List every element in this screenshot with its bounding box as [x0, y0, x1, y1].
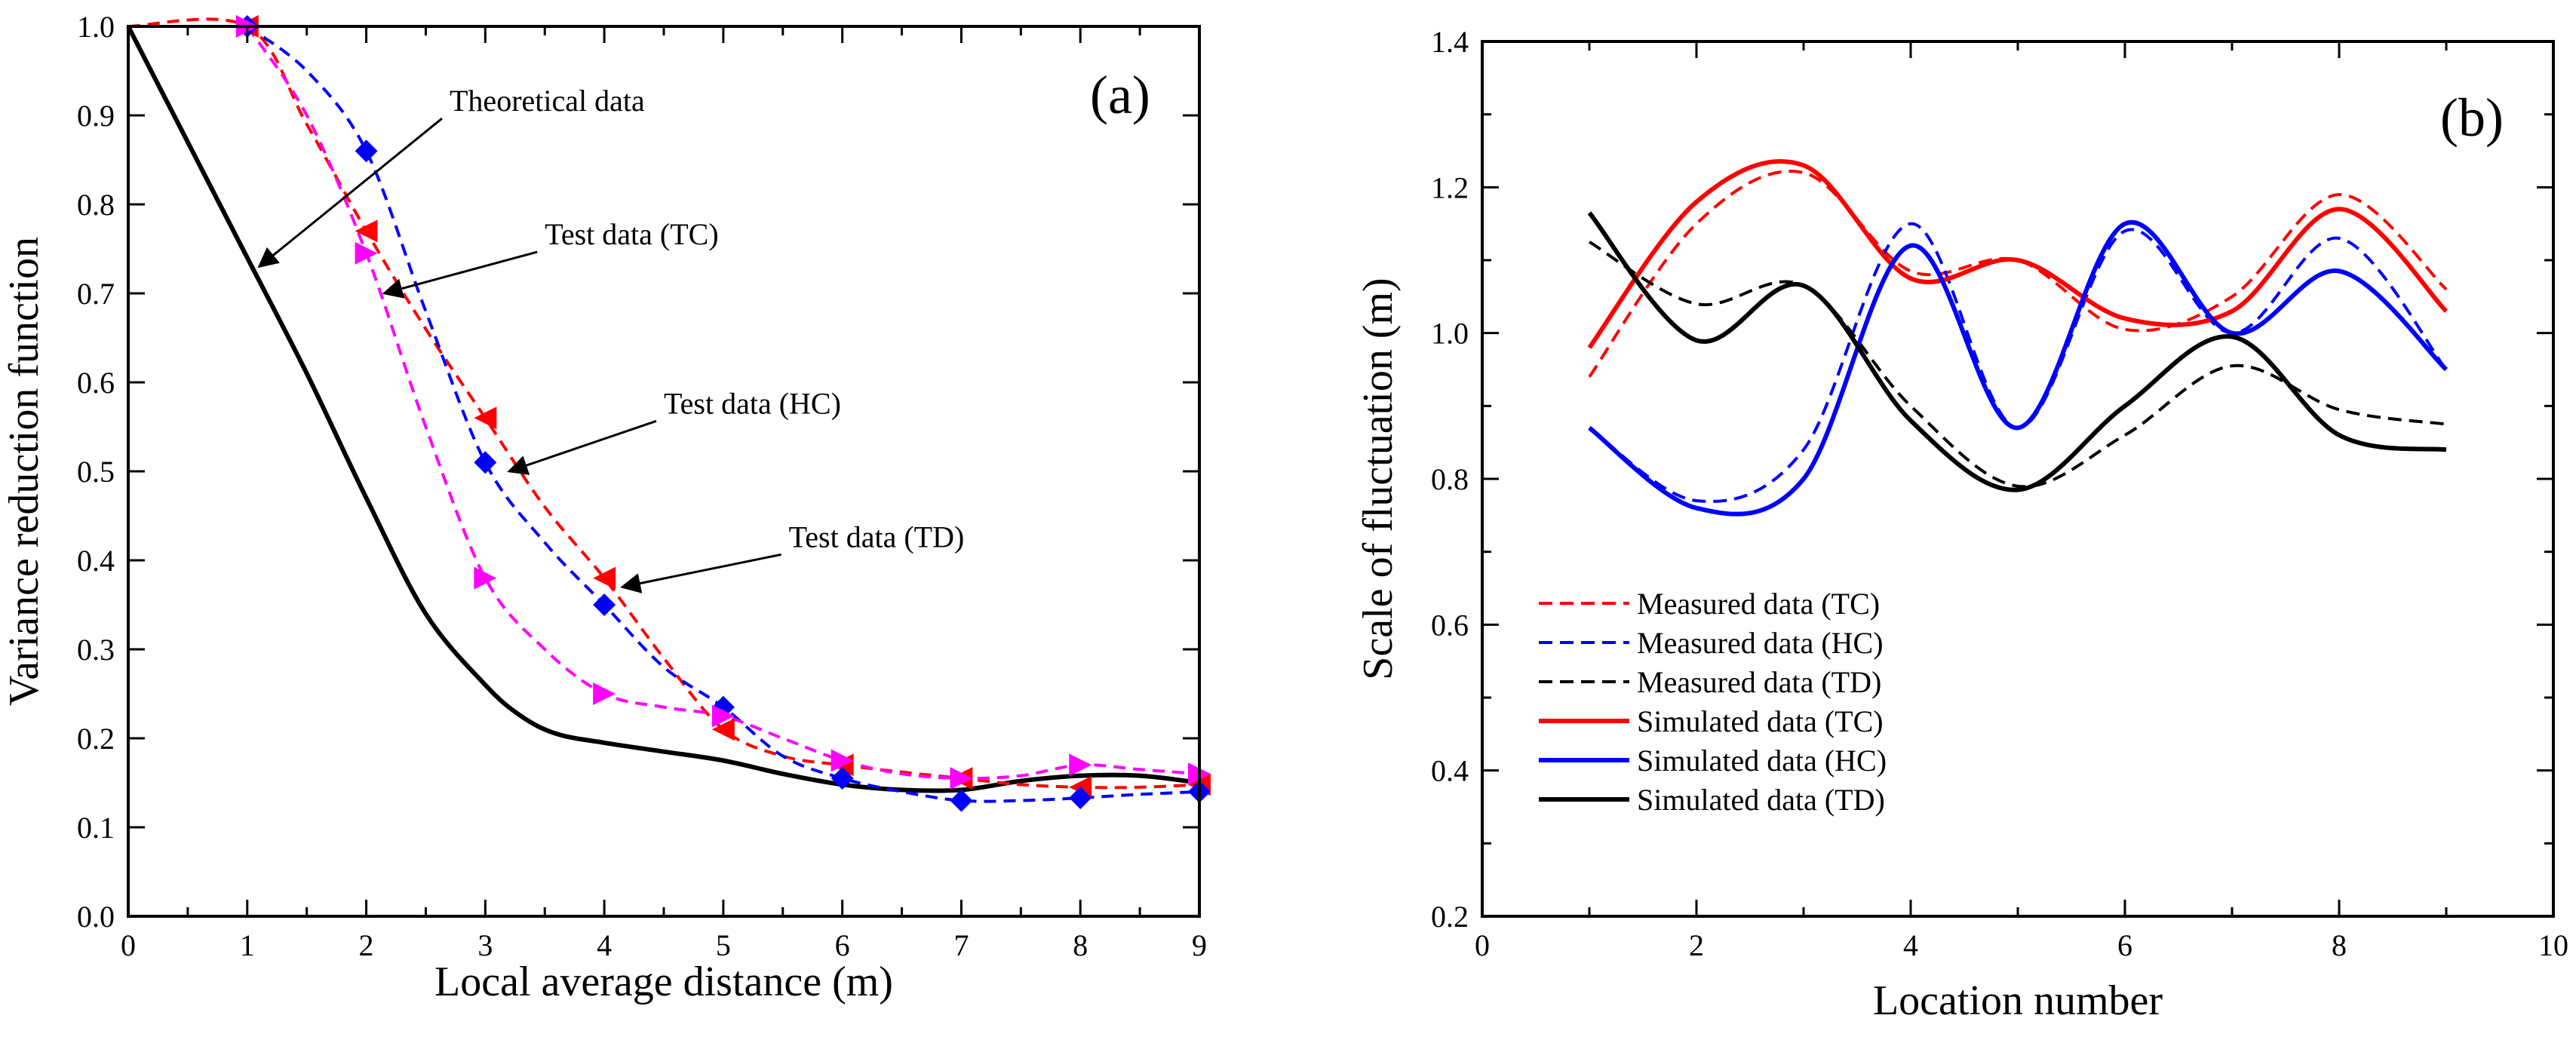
- panel-a-series-line-test-data-hc: [246, 25, 1200, 803]
- panel-b-series-line-simulated-data-tc: [1587, 158, 2449, 349]
- panel-a-axes: 0 1 2 3 4 5 6 7 8 9 0.0 0.1 0.2 0.3 0.4 0.5 0.6 0.7 0.8 0.9…: [77, 10, 1207, 962]
- panel-a-annotations-layer: Theoretical data Test data (TC) Test data …: [257, 84, 965, 594]
- panel-a-annotation-arrow: [507, 419, 657, 475]
- panel-a-marker-test-data-tc: [355, 219, 378, 243]
- panel-a-series-line-theoretical-data: [126, 25, 1200, 793]
- panel-a-marker-test-data-td: [831, 749, 854, 772]
- legend-label-simulated-data-td: Simulated data (TD): [1637, 783, 1885, 817]
- legend-label-simulated-data-hc: Simulated data (HC): [1637, 744, 1887, 778]
- panel-b-label: (b): [2440, 87, 2504, 148]
- panel-a-x-tick-label: 9: [1192, 928, 1207, 962]
- panel-a-series-line-test-data-tc: [127, 17, 1200, 790]
- panel-a-marker-test-data-hc: [593, 594, 616, 616]
- panel-a-y-tick-label: 0.1: [77, 811, 115, 845]
- panel-a-marker-test-data-td: [711, 704, 735, 728]
- legend-label-measured-data-hc: Measured data (HC): [1637, 626, 1884, 660]
- panel-a-annotation-arrow: [382, 250, 538, 299]
- panel-a-x-tick-label: 2: [359, 928, 374, 962]
- panel-a-marker-test-data-hc: [1069, 787, 1092, 810]
- panel-a-marker-test-data-td: [1069, 753, 1092, 777]
- panel-a-annotation-label: Test data (TD): [789, 520, 965, 554]
- panel-a-marker-test-data-tc: [711, 718, 735, 741]
- panel-a-y-tick-label: 0.6: [77, 366, 115, 400]
- panel-a-y-tick-label: 0.4: [77, 544, 115, 578]
- panel-a-y-tick-label: 1.0: [77, 10, 115, 44]
- panel-b-y-axis-label: Scale of fluctuation (m): [1355, 278, 1402, 679]
- panel-a-label: (a): [1090, 65, 1150, 125]
- panel-b-y-tick-label: 0.2: [1431, 900, 1469, 934]
- panel-a-x-axis-label: Local average distance (m): [434, 959, 893, 1005]
- panel-b-y-tick-label: 0.8: [1431, 462, 1469, 496]
- panel-b-x-tick-label: 4: [1903, 928, 1918, 962]
- panel-a-marker-test-data-td: [950, 767, 973, 790]
- panel-b-x-tick-label: 8: [2332, 928, 2347, 962]
- panel-a-annotation-arrow: [257, 117, 443, 268]
- panel-a: Theoretical data Test data (TC) Test data …: [1, 10, 1211, 1005]
- panel-a-y-tick-label: 0.7: [77, 277, 115, 311]
- panel-a-x-tick-label: 3: [477, 928, 493, 962]
- panel-a-marker-test-data-td: [593, 682, 616, 705]
- panel-a-marker-test-data-td: [474, 566, 497, 590]
- panel-b-x-axis-label: Location number: [1873, 977, 2163, 1024]
- panel-a-series-line-test-data-td: [246, 25, 1200, 781]
- panel-b-legend: Measured data (TC) Measured data (HC) Meas…: [1539, 587, 1887, 817]
- panel-b-y-tick-label: 0.4: [1431, 754, 1469, 788]
- panel-b-x-tick-label: 0: [1475, 928, 1490, 962]
- legend-label-measured-data-tc: Measured data (TC): [1637, 587, 1880, 621]
- panel-b-y-tick-label: 1.4: [1431, 25, 1469, 59]
- panel-a-x-tick-label: 8: [1073, 928, 1088, 962]
- panel-a-annotation-arrow: [620, 553, 781, 594]
- panel-a-marker-test-data-hc: [950, 789, 973, 812]
- panel-b-series-line-simulated-data-td: [1587, 211, 2447, 492]
- panel-a-annotation-label: Theoretical data: [450, 84, 645, 118]
- panel-b-x-tick-label: 6: [2117, 928, 2132, 962]
- panel-b-series-line-simulated-data-hc: [1588, 219, 2449, 517]
- panel-a-x-tick-label: 1: [240, 928, 255, 962]
- panel-b-series-layer: [1587, 158, 2449, 517]
- panel-a-annotation-label: Test data (TC): [545, 217, 718, 251]
- panel-a-x-tick-label: 0: [121, 928, 136, 962]
- panel-a-y-tick-label: 0.5: [77, 455, 115, 489]
- panel-b: 0 2 4 6 8 10 0.2 0.4 0.6 0.8 1.0 1.2 1.4 Measured da…: [1355, 25, 2568, 1024]
- legend-label-simulated-data-tc: Simulated data (TC): [1637, 704, 1884, 738]
- panel-a-y-tick-label: 0.2: [77, 722, 115, 756]
- panel-a-x-tick-label: 4: [597, 928, 612, 962]
- panel-a-marker-test-data-td: [355, 241, 378, 265]
- panel-b-axes: 0 2 4 6 8 10 0.2 0.4 0.6 0.8 1.0 1.2 1.4: [1431, 25, 2568, 962]
- panel-b-x-tick-label: 2: [1689, 928, 1704, 962]
- panel-b-series-line-measured-data-td: [1588, 241, 2447, 489]
- panel-b-y-tick-label: 1.2: [1431, 170, 1469, 204]
- panel-a-x-tick-label: 6: [835, 928, 850, 962]
- panel-b-y-tick-label: 0.6: [1431, 608, 1469, 642]
- panel-a-annotation-label: Test data (HC): [664, 386, 841, 420]
- panel-a-marker-test-data-hc: [831, 767, 854, 790]
- panel-a-y-tick-label: 0.9: [77, 99, 115, 133]
- panel-a-x-tick-label: 7: [953, 928, 969, 962]
- panel-b-x-tick-label: 10: [2538, 928, 2568, 962]
- legend-label-measured-data-td: Measured data (TD): [1637, 665, 1881, 699]
- panel-a-series-layer: [126, 17, 1200, 803]
- panel-a-marker-test-data-tc: [593, 566, 616, 590]
- panel-a-y-tick-label: 0.0: [77, 900, 115, 934]
- panel-a-y-axis-label: Variance reduction function: [1, 237, 48, 706]
- panel-a-y-tick-label: 0.3: [77, 633, 115, 667]
- panel-a-y-tick-label: 0.8: [77, 188, 115, 222]
- panel-a-marker-test-data-hc: [355, 140, 378, 163]
- panel-a-marker-test-data-hc: [474, 451, 497, 474]
- panel-a-x-tick-label: 5: [716, 928, 731, 962]
- panel-a-marker-test-data-tc: [474, 406, 497, 430]
- panel-b-series-line-measured-data-tc: [1588, 170, 2448, 378]
- panel-b-y-tick-label: 1.0: [1431, 317, 1469, 351]
